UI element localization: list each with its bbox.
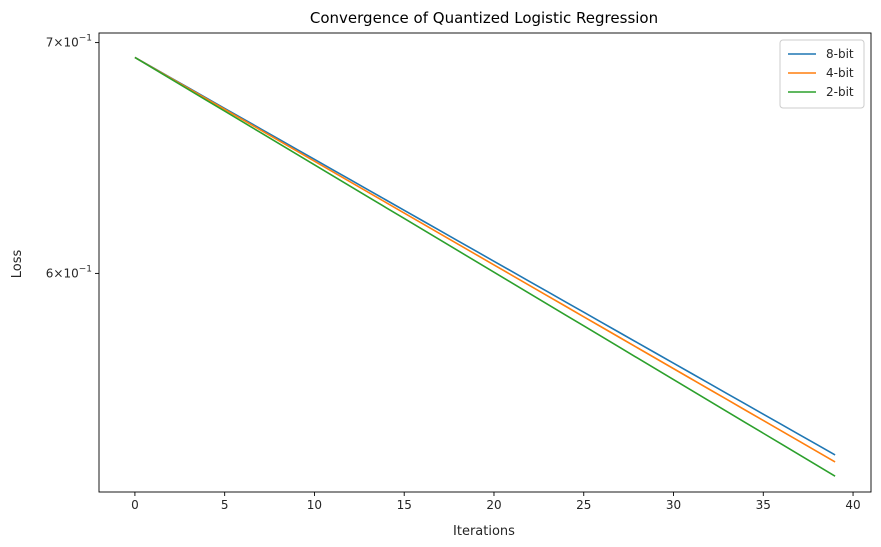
- x-tick-label: 20: [486, 498, 501, 512]
- legend-label-4-bit: 4-bit: [826, 66, 854, 80]
- series-layer: [134, 56, 836, 477]
- x-axis-label: Iterations: [453, 524, 515, 539]
- y-tick-label: 6×10−1: [46, 264, 92, 280]
- series-line-2-bit: [134, 56, 836, 477]
- x-tick-label: 30: [666, 498, 681, 512]
- x-tick-label: 15: [397, 498, 412, 512]
- legend-box: [779, 39, 865, 109]
- x-ticks: 0 5 10 15 20 25 30 35 40: [131, 492, 861, 512]
- legend-label-8-bit: 8-bit: [826, 47, 854, 61]
- legend-label-2-bit: 2-bit: [826, 85, 854, 99]
- x-tick-label: 25: [576, 498, 591, 512]
- x-tick-label: 0: [131, 498, 139, 512]
- chart-title: Convergence of Quantized Logistic Regres…: [310, 9, 658, 27]
- x-tick-label: 5: [221, 498, 229, 512]
- legend: 8-bit 4-bit 2-bit: [779, 39, 865, 109]
- x-tick-label: 35: [756, 498, 771, 512]
- y-ticks: 7×10−1 6×10−1: [46, 34, 99, 280]
- x-tick-label: 40: [845, 498, 860, 512]
- axes-frame: [98, 32, 872, 493]
- series-line-8-bit: [134, 56, 836, 456]
- y-tick-label: 7×10−1: [46, 34, 92, 50]
- x-tick-label: 10: [307, 498, 322, 512]
- plot-area: 0 5 10 15 20 25 30 35 40 7×10−1 6×10−1: [46, 32, 872, 512]
- y-axis-label: Loss: [10, 250, 25, 279]
- series-line-4-bit: [134, 56, 836, 463]
